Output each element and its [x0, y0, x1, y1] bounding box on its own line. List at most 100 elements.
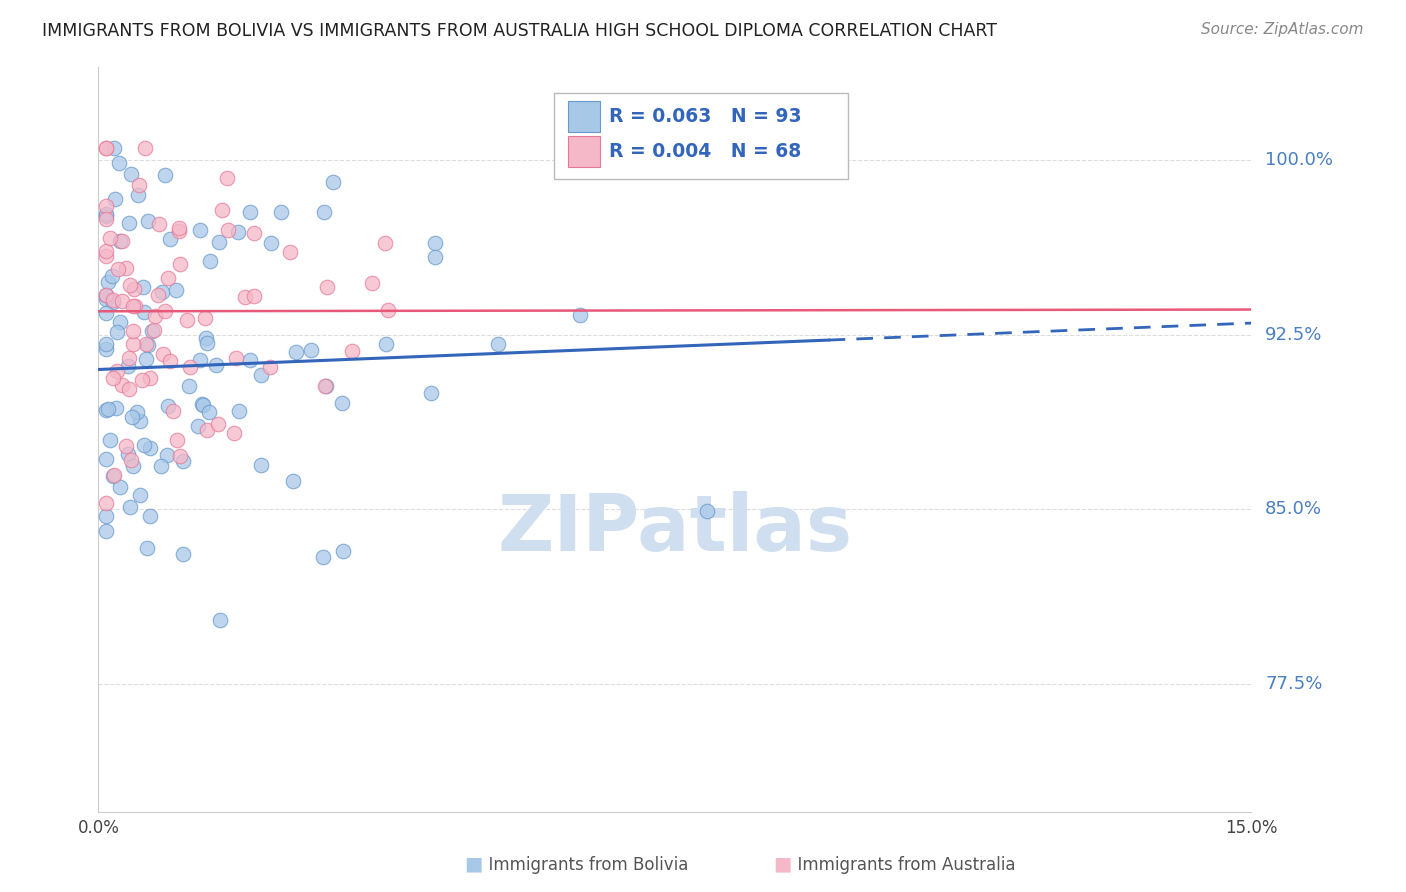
- Point: [105, 363, 128, 377]
- Point: [121, 337, 143, 351]
- Text: ■: ■: [464, 855, 482, 873]
- Point: [134, 437, 156, 451]
- Text: Source: ZipAtlas.com: Source: ZipAtlas.com: [1201, 22, 1364, 37]
- Point: [191, 398, 214, 412]
- Point: [179, 359, 201, 374]
- Point: [138, 441, 160, 455]
- Point: [111, 293, 134, 308]
- Point: [177, 379, 200, 393]
- Point: [322, 175, 344, 189]
- Point: [94, 207, 117, 221]
- Point: [94, 212, 117, 227]
- Point: [139, 371, 162, 385]
- Point: [128, 178, 150, 192]
- Point: [104, 192, 127, 206]
- Text: Immigrants from Bolivia: Immigrants from Bolivia: [478, 855, 689, 873]
- Point: [122, 282, 145, 296]
- Text: R = 0.004   N = 68: R = 0.004 N = 68: [609, 143, 801, 161]
- Point: [187, 418, 209, 433]
- Point: [94, 249, 117, 263]
- Point: [148, 288, 170, 302]
- Point: [157, 399, 180, 413]
- Point: [120, 500, 142, 515]
- Point: [94, 451, 117, 466]
- Text: 77.5%: 77.5%: [1265, 674, 1323, 693]
- Point: [194, 311, 217, 326]
- Point: [94, 509, 117, 524]
- Point: [332, 544, 354, 558]
- Point: [117, 382, 139, 396]
- Point: [278, 244, 301, 259]
- Point: [94, 342, 117, 356]
- Point: [108, 480, 131, 494]
- Point: [172, 454, 194, 468]
- Point: [131, 280, 153, 294]
- Point: [207, 417, 229, 431]
- Point: [134, 141, 156, 155]
- Point: [176, 313, 198, 327]
- Point: [208, 235, 231, 250]
- Point: [190, 397, 212, 411]
- Point: [360, 276, 382, 290]
- Point: [419, 385, 441, 400]
- Point: [94, 244, 117, 259]
- Point: [239, 352, 262, 367]
- Point: [696, 504, 718, 518]
- Point: [122, 299, 145, 313]
- Point: [281, 474, 304, 488]
- Point: [486, 337, 509, 351]
- Point: [211, 203, 233, 218]
- Point: [243, 289, 266, 303]
- Point: [122, 459, 145, 474]
- Point: [250, 458, 273, 472]
- Point: [568, 308, 591, 322]
- Point: [188, 353, 211, 368]
- Point: [103, 293, 125, 307]
- Point: [225, 351, 247, 366]
- Point: [217, 222, 239, 236]
- Point: [94, 524, 117, 538]
- Point: [120, 167, 142, 181]
- Point: [118, 216, 141, 230]
- Point: [153, 169, 176, 183]
- Point: [150, 458, 173, 473]
- Point: [115, 439, 138, 453]
- Point: [195, 423, 218, 437]
- Point: [374, 235, 396, 250]
- Text: R = 0.063   N = 93: R = 0.063 N = 93: [609, 107, 801, 127]
- Point: [239, 205, 262, 219]
- Point: [136, 214, 159, 228]
- Text: 100.0%: 100.0%: [1265, 151, 1333, 169]
- Point: [159, 232, 181, 246]
- Point: [94, 496, 117, 510]
- Point: [105, 401, 128, 415]
- Point: [117, 351, 139, 366]
- Point: [94, 337, 117, 351]
- Point: [94, 198, 117, 212]
- Point: [94, 141, 117, 155]
- Point: [124, 299, 146, 313]
- Point: [153, 303, 176, 318]
- Point: [315, 379, 337, 393]
- Point: [148, 217, 170, 231]
- Point: [152, 347, 174, 361]
- Point: [807, 155, 830, 169]
- FancyBboxPatch shape: [554, 93, 848, 178]
- Point: [131, 373, 153, 387]
- Point: [135, 351, 157, 366]
- Point: [120, 452, 142, 467]
- Point: [194, 331, 217, 345]
- Point: [101, 469, 124, 483]
- Point: [423, 236, 446, 251]
- Point: [377, 303, 399, 318]
- Point: [101, 268, 124, 283]
- Point: [215, 170, 238, 185]
- Point: [425, 251, 447, 265]
- Point: [103, 371, 125, 385]
- Point: [125, 405, 148, 419]
- Point: [299, 343, 322, 357]
- Point: [94, 288, 117, 302]
- Point: [97, 275, 120, 289]
- Text: IMMIGRANTS FROM BOLIVIA VS IMMIGRANTS FROM AUSTRALIA HIGH SCHOOL DIPLOMA CORRELA: IMMIGRANTS FROM BOLIVIA VS IMMIGRANTS FR…: [42, 22, 997, 40]
- Point: [157, 271, 180, 285]
